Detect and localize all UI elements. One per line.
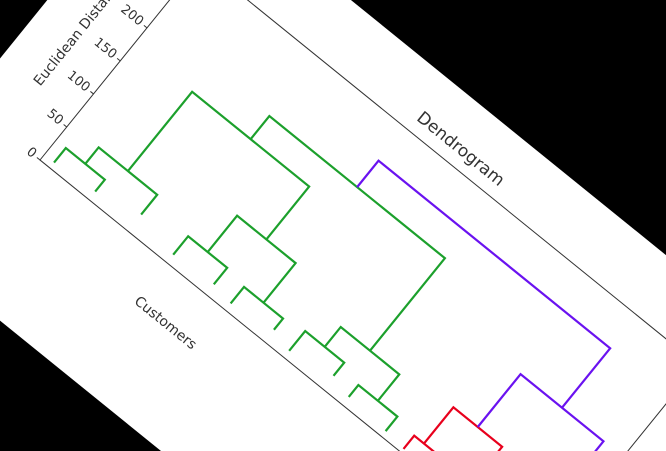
y-tick [143,24,148,29]
dendrogram-link [402,434,436,451]
dendrogram-link [356,159,612,409]
dendrogram-link [476,372,606,451]
y-tick [90,91,94,95]
dendrogram-link [229,285,285,331]
y-tick [116,58,121,62]
y-tick [63,124,68,128]
y-tick [36,157,41,161]
plot-frame [39,0,666,451]
dendrogram-link [206,214,298,304]
